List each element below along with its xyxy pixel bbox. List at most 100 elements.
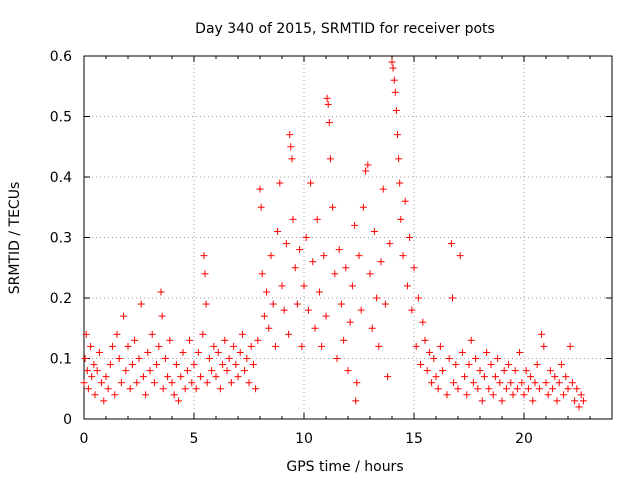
data-point: [276, 179, 284, 187]
data-point: [230, 342, 238, 350]
data-point: [88, 373, 96, 381]
data-point: [161, 355, 169, 362]
data-point: [397, 215, 405, 223]
data-point: [219, 361, 227, 369]
data-point: [122, 367, 130, 375]
data-point: [181, 385, 189, 393]
data-point: [430, 355, 438, 362]
data-point: [298, 342, 306, 350]
data-point: [368, 324, 376, 332]
data-point: [549, 385, 557, 393]
data-point: [146, 367, 154, 375]
tick-labels: 0 5 10 15 20 0 0.1 0.2 0.3 0.4 0.5 0.6: [50, 49, 533, 447]
data-point: [362, 167, 370, 175]
data-point: [175, 397, 183, 405]
data-point: [278, 282, 286, 290]
data-point: [571, 397, 579, 405]
data-point: [98, 379, 106, 387]
data-point: [524, 385, 532, 393]
data-point: [323, 94, 331, 102]
data-point: [373, 294, 381, 302]
y-tick-label: 0.2: [50, 291, 72, 307]
data-point: [115, 355, 123, 362]
x-tick-label: 15: [405, 431, 423, 447]
data-point: [274, 227, 282, 235]
data-point: [324, 100, 332, 108]
data-point: [216, 385, 224, 393]
data-point: [326, 155, 334, 163]
data-point: [351, 221, 359, 229]
data-point: [177, 373, 185, 381]
data-point: [370, 227, 378, 235]
data-point: [395, 155, 403, 163]
data-point: [520, 391, 528, 399]
data-point: [315, 288, 323, 296]
data-point: [353, 379, 361, 387]
data-point: [168, 379, 176, 387]
data-point: [307, 179, 315, 187]
data-point: [579, 397, 587, 405]
data-point: [325, 119, 333, 127]
data-point: [249, 361, 257, 369]
data-point: [234, 373, 242, 381]
data-point: [555, 379, 563, 387]
data-point: [377, 258, 385, 266]
data-point: [164, 373, 172, 381]
data-point: [236, 348, 244, 356]
data-point: [346, 318, 354, 326]
axis-ticks: [83, 55, 613, 420]
data-point: [269, 300, 277, 308]
data-point: [568, 379, 576, 387]
data-point: [245, 379, 253, 387]
data-point: [81, 355, 89, 362]
data-point: [241, 367, 249, 375]
data-point: [509, 391, 517, 399]
data-point: [388, 58, 396, 66]
data-point: [389, 64, 397, 72]
data-point: [133, 379, 141, 387]
data-point: [476, 367, 484, 375]
y-tick-label: 0.1: [50, 352, 72, 368]
x-tick-label: 10: [295, 431, 313, 447]
data-point: [200, 252, 208, 260]
data-point: [331, 270, 339, 278]
data-point: [313, 215, 321, 223]
data-point: [203, 379, 211, 387]
data-point: [480, 373, 488, 381]
data-point: [483, 348, 491, 356]
data-point: [505, 361, 513, 369]
y-tick-label: 0.6: [50, 49, 72, 65]
data-point: [357, 306, 365, 314]
data-point: [390, 76, 398, 84]
data-point: [381, 300, 389, 308]
data-point: [384, 373, 392, 381]
data-point: [478, 397, 486, 405]
data-point: [263, 288, 271, 296]
data-point: [342, 264, 350, 272]
data-point: [329, 203, 337, 211]
data-point: [190, 361, 198, 369]
data-point: [202, 300, 210, 308]
data-point: [544, 391, 552, 399]
data-point: [507, 379, 515, 387]
data-point: [474, 385, 482, 393]
data-point: [179, 348, 187, 356]
data-point: [221, 336, 229, 344]
data-point: [128, 361, 136, 369]
data-point: [320, 252, 328, 260]
data-point: [304, 306, 312, 314]
data-point: [153, 361, 161, 369]
data-point: [91, 391, 99, 399]
data-point: [271, 342, 279, 350]
data-point: [243, 355, 251, 362]
data-point: [137, 300, 145, 308]
data-point: [300, 282, 308, 290]
data-point: [417, 361, 425, 369]
data-point: [472, 355, 480, 362]
data-point: [434, 385, 442, 393]
data-point: [391, 88, 399, 96]
data-point: [120, 312, 128, 320]
data-point: [463, 391, 471, 399]
data-point: [254, 336, 262, 344]
